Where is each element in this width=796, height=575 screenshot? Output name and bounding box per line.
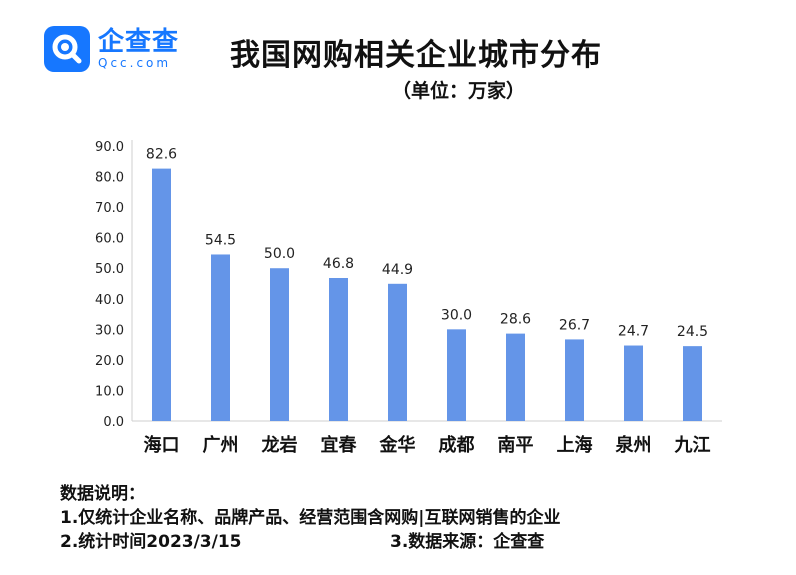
y-tick-label: 20.0 xyxy=(95,354,124,369)
bar xyxy=(683,346,702,421)
y-tick-label: 70.0 xyxy=(95,201,124,216)
notes-line-3: 3.数据来源：企查查 xyxy=(390,532,545,552)
y-tick-label: 60.0 xyxy=(95,232,124,247)
notes-line-1: 1.仅统计企业名称、品牌产品、经营范围含网购|互联网销售的企业 xyxy=(60,508,561,528)
bar xyxy=(270,268,289,421)
x-category-label: 上海 xyxy=(557,434,593,456)
logo: 企查查 Qcc.com xyxy=(44,26,179,72)
x-category-label: 南平 xyxy=(498,434,534,456)
bar-value-label: 82.6 xyxy=(146,147,177,163)
bar-value-label: 24.7 xyxy=(618,324,649,340)
y-tick-label: 40.0 xyxy=(95,293,124,308)
x-category-label: 泉州 xyxy=(616,434,652,456)
bar-value-label: 54.5 xyxy=(205,232,236,248)
x-category-label: 九江 xyxy=(674,435,711,456)
chart-subtitle: （单位：万家） xyxy=(392,80,526,102)
bar xyxy=(565,339,584,421)
y-tick-label: 50.0 xyxy=(95,262,124,277)
chart-title: 我国网购相关企业城市分布 xyxy=(230,38,602,73)
notes-line-2: 2.统计时间2023/3/15 xyxy=(60,532,242,552)
bar-value-label: 30.0 xyxy=(441,307,472,323)
x-category-label: 广州 xyxy=(203,434,239,456)
x-category-label: 宜春 xyxy=(321,434,358,456)
y-tick-label: 10.0 xyxy=(95,384,124,399)
bar-value-label: 24.5 xyxy=(677,324,708,340)
bar xyxy=(329,278,348,421)
x-category-label: 金华 xyxy=(379,434,416,456)
logo-en-text: Qcc.com xyxy=(98,56,172,70)
bar-value-label: 28.6 xyxy=(500,312,531,328)
bar-value-label: 50.0 xyxy=(264,246,295,262)
bar-value-label: 46.8 xyxy=(323,256,354,272)
notes-heading: 数据说明： xyxy=(60,484,145,504)
bar xyxy=(624,345,643,421)
bar-value-label: 44.9 xyxy=(382,262,413,278)
qcc-logo-icon xyxy=(44,26,90,72)
bar xyxy=(211,254,230,421)
x-category-label: 成都 xyxy=(439,434,475,456)
y-tick-label: 80.0 xyxy=(95,171,124,186)
y-tick-label: 30.0 xyxy=(95,323,124,338)
logo-cn-text: 企查查 xyxy=(98,27,180,57)
y-tick-label: 0.0 xyxy=(103,415,124,430)
bar xyxy=(388,283,407,421)
data-notes: 数据说明： 1.仅统计企业名称、品牌产品、经营范围含网购|互联网销售的企业 2.… xyxy=(60,482,561,554)
bar-value-label: 26.7 xyxy=(559,317,590,333)
bar xyxy=(506,333,525,421)
x-category-label: 海口 xyxy=(144,434,180,456)
bar xyxy=(447,329,466,421)
y-tick-label: 90.0 xyxy=(95,140,124,155)
bar xyxy=(152,168,171,421)
x-category-label: 龙岩 xyxy=(262,434,298,456)
